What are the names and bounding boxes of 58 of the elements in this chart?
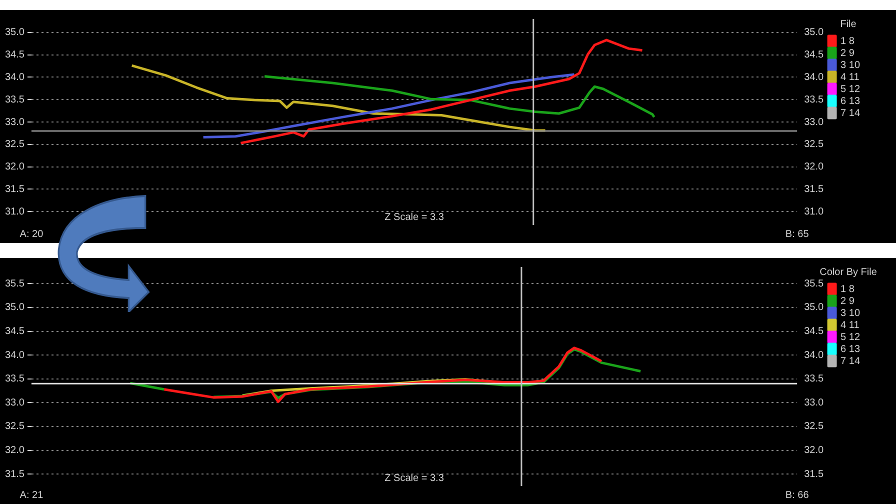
y2-tick-label: 33.5 bbox=[804, 94, 824, 106]
y-tick-label: 34.5 bbox=[4, 326, 25, 338]
y-tick-label: 31.0 bbox=[4, 206, 25, 218]
y-tick-label: 33.0 bbox=[4, 397, 25, 408]
y2-tick-label: 32.0 bbox=[804, 162, 824, 173]
y2-tick-label: 31.0 bbox=[804, 206, 824, 218]
y-tick-label: 31.5 bbox=[4, 184, 25, 195]
y-tick-label: 32.5 bbox=[4, 421, 25, 432]
x-tick-label: B: 65 bbox=[785, 228, 810, 240]
legend-label: 3 10 bbox=[840, 308, 860, 319]
legend-label: 2 9 bbox=[840, 48, 855, 59]
y-tick-label: 32.0 bbox=[4, 445, 25, 456]
legend-label: 1 8 bbox=[840, 36, 855, 47]
y-tick-label: 33.0 bbox=[4, 116, 25, 128]
legend-label: 7 14 bbox=[840, 108, 860, 119]
y-tick-label: 32.5 bbox=[4, 139, 25, 150]
legend-title: Color By File bbox=[820, 266, 878, 278]
y2-tick-label: 33.5 bbox=[804, 374, 824, 385]
y2-tick-label: 33.0 bbox=[804, 116, 824, 128]
legend-label: 2 9 bbox=[840, 296, 855, 307]
y2-tick-label: 34.5 bbox=[804, 50, 824, 61]
y2-tick-label: 35.0 bbox=[804, 27, 824, 38]
legend-label: 4 11 bbox=[840, 320, 860, 331]
y2-tick-label: 31.5 bbox=[804, 468, 824, 480]
y2-tick-label: 34.0 bbox=[804, 350, 824, 361]
y2-tick-label: 35.5 bbox=[804, 278, 824, 290]
legend-label: 3 10 bbox=[840, 60, 860, 71]
y2-tick-label: 34.5 bbox=[804, 326, 824, 338]
y-tick-label: 33.5 bbox=[4, 94, 25, 106]
y2-tick-label: 34.0 bbox=[804, 72, 824, 83]
legend-label: 7 14 bbox=[840, 356, 860, 367]
y-tick-label: 34.0 bbox=[4, 72, 25, 83]
legend-label: 4 11 bbox=[840, 72, 860, 83]
y-tick-label: 32.0 bbox=[4, 162, 25, 173]
legend-label: 5 12 bbox=[840, 332, 860, 343]
annotation: Z Scale = 3.3 bbox=[384, 472, 444, 484]
legend-label: 6 13 bbox=[840, 96, 860, 107]
y2-tick-label: 31.5 bbox=[804, 184, 824, 195]
legend-label: 1 8 bbox=[840, 284, 855, 295]
y2-tick-label: 32.5 bbox=[804, 139, 824, 150]
y-tick-label: 31.5 bbox=[4, 468, 25, 480]
legend-label: 6 13 bbox=[840, 344, 860, 355]
y-tick-label: 35.5 bbox=[4, 278, 25, 290]
y2-tick-label: 32.5 bbox=[804, 421, 824, 432]
legend-label: 5 12 bbox=[840, 84, 860, 95]
legend-title: File bbox=[840, 18, 857, 30]
y-tick-label: 34.0 bbox=[4, 350, 25, 361]
y-tick-label: 35.0 bbox=[4, 27, 25, 38]
y-tick-label: 34.5 bbox=[4, 50, 25, 61]
y2-tick-label: 33.0 bbox=[804, 397, 824, 408]
y2-tick-label: 32.0 bbox=[804, 445, 824, 456]
x-tick-label: B: 66 bbox=[785, 490, 810, 501]
x-tick-label: A: 20 bbox=[20, 228, 44, 240]
annotation: Z Scale = 3.3 bbox=[384, 212, 444, 223]
y-tick-label: 35.0 bbox=[4, 302, 25, 314]
y-tick-label: 33.5 bbox=[4, 374, 25, 385]
y2-tick-label: 35.0 bbox=[804, 302, 824, 314]
x-tick-label: A: 21 bbox=[20, 490, 44, 501]
